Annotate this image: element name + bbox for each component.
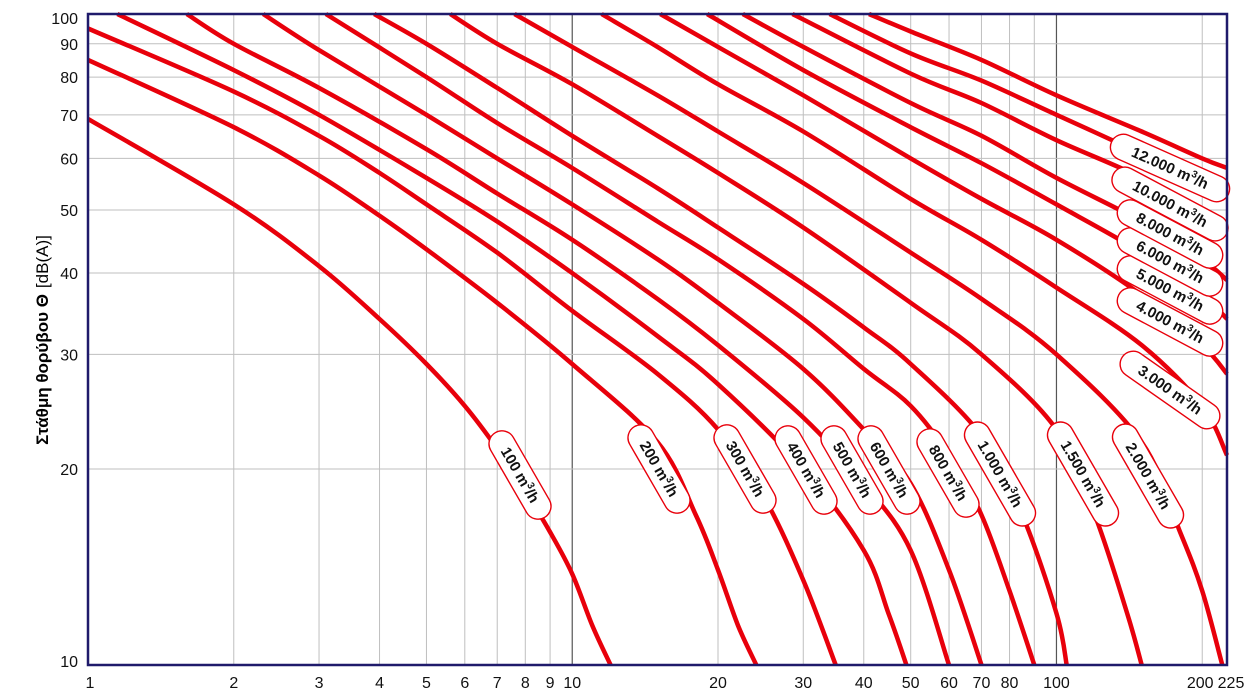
- x-tick-label: 60: [940, 675, 958, 692]
- curve-label-box: [820, 425, 884, 515]
- svg-text:Στάθμη θορύβου Θ[dB(A)]: Στάθμη θορύβου Θ [dB(A)]: [33, 235, 52, 445]
- curve-label-box: [713, 424, 777, 514]
- curve-label: 2.000 m3/h: [1111, 423, 1185, 529]
- curve-label-box: [774, 425, 838, 515]
- series-line: [324, 12, 1037, 666]
- x-tick-label: 80: [1001, 675, 1019, 692]
- series-line: [513, 12, 1225, 666]
- curve-label-box: [1111, 423, 1185, 529]
- curve-label-box: [488, 430, 552, 520]
- plot-frame: [86, 12, 1229, 667]
- x-tick-label: 100: [1043, 675, 1070, 692]
- y-tick-label: 80: [60, 70, 78, 87]
- x-tick-label: 70: [973, 675, 991, 692]
- curve-label-box: [1046, 421, 1120, 527]
- x-tick-label: 2: [229, 675, 238, 692]
- y-tick-label: 70: [60, 108, 78, 125]
- x-tick-label: 3: [315, 675, 324, 692]
- curve-label-box: [1109, 133, 1231, 203]
- curve-label-box: [1116, 287, 1224, 357]
- y-tick-label: 30: [60, 347, 78, 364]
- series-line: [116, 11, 909, 666]
- x-tick-label: 8: [521, 675, 530, 692]
- x-tick-label: 30: [794, 675, 812, 692]
- curve-label-box: [627, 424, 691, 514]
- x-tick-label: 7: [493, 675, 502, 692]
- x-tick-label: 4: [375, 675, 384, 692]
- y-tick-label: 20: [60, 462, 78, 479]
- x-tick-label: 1: [86, 675, 95, 692]
- y-axis-title: Στάθμη θορύβου Θ [dB(A)]: [33, 235, 52, 445]
- curve-label: 100 m3/h: [488, 430, 552, 520]
- y-axis-title-main: Στάθμη θορύβου Θ: [33, 294, 52, 445]
- y-tick-label: 90: [60, 37, 78, 54]
- curve-label-box: [857, 425, 921, 515]
- series-line: [600, 12, 1230, 457]
- curve-label: 200 m3/h: [627, 424, 691, 514]
- series-line: [86, 116, 613, 666]
- y-tick-label: 100: [51, 11, 78, 28]
- curve-label: 400 m3/h: [774, 425, 838, 515]
- x-axis-ticks: 1 2 3 4 5 6 7 8 9 10 20 30 40 50 60 70 80 100 200 225: [86, 675, 1245, 692]
- x-tick-label: 50: [902, 675, 920, 692]
- grid: [88, 14, 1227, 665]
- y-tick-label: 40: [60, 266, 78, 283]
- x-tick-label: 200: [1187, 675, 1214, 692]
- curve-label-box: [963, 421, 1037, 527]
- y-axis-title-unit: [dB(A)]: [33, 235, 52, 288]
- curve-label-box: [916, 428, 980, 518]
- y-tick-label: 10: [60, 654, 78, 671]
- curve-label: 800 m3/h: [916, 428, 980, 518]
- y-tick-label: 50: [60, 203, 78, 220]
- x-tick-label: 6: [460, 675, 469, 692]
- x-tick-label: 9: [546, 675, 555, 692]
- x-tick-label: 225: [1218, 675, 1245, 692]
- curve-label-box: [1119, 350, 1221, 430]
- curve-label: 3.000 m3/h: [1119, 350, 1221, 430]
- y-axis-ticks: 10 20 30 40 50 60 70 80 90 100: [51, 11, 78, 671]
- x-tick-label: 5: [422, 675, 431, 692]
- series-line: [868, 11, 1228, 171]
- curve-label: 1.500 m3/h: [1046, 421, 1120, 527]
- x-tick-label: 40: [855, 675, 873, 692]
- x-tick-label: 20: [709, 675, 727, 692]
- y-tick-label: 60: [60, 151, 78, 168]
- x-tick-label: 10: [563, 675, 581, 692]
- series-line: [87, 57, 759, 666]
